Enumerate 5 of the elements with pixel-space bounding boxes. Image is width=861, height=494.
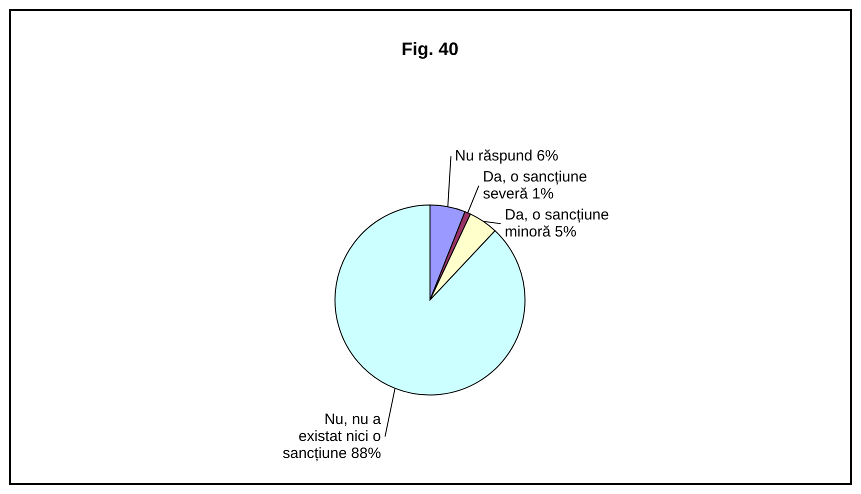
slice-label: Nu, nu a existat nici o sancțiune 88% — [282, 411, 382, 462]
slice-label: Da, o sancțiune severă 1% — [482, 168, 588, 203]
chart-title: Fig. 40 — [401, 39, 459, 59]
slice-label: Da, o sancțiune minoră 5% — [504, 206, 609, 241]
slice-label: Nu răspund 6% — [454, 148, 558, 165]
